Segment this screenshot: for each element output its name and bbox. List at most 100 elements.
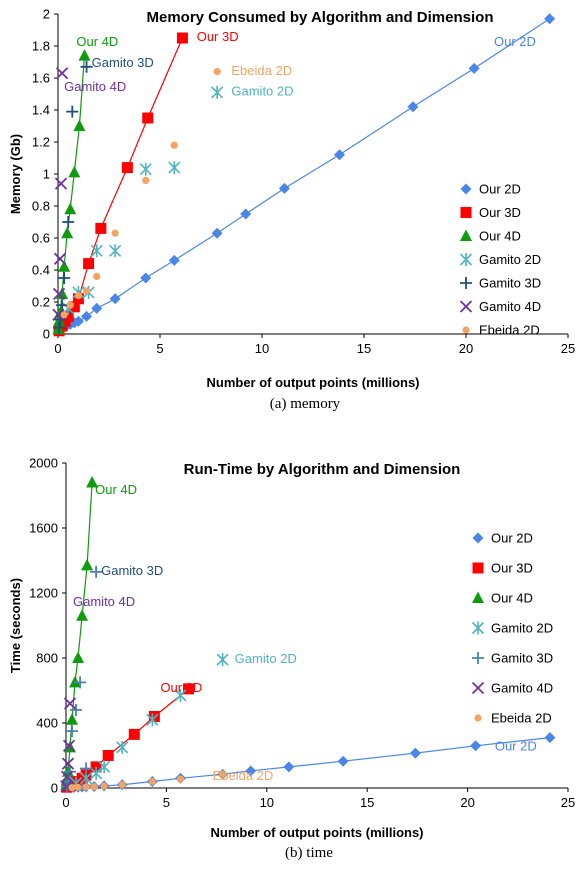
legend-label: Our 2D bbox=[491, 531, 533, 546]
data-point bbox=[66, 105, 79, 118]
data-point bbox=[128, 728, 140, 740]
y-tick-label: 1.2 bbox=[32, 135, 50, 150]
x-tick-label: 10 bbox=[260, 795, 274, 810]
data-point bbox=[468, 62, 480, 74]
data-point bbox=[102, 750, 114, 761]
data-point bbox=[95, 222, 107, 234]
data-point bbox=[60, 770, 74, 783]
series-ebeida-2d bbox=[68, 770, 227, 792]
annotation-label: Our 4D bbox=[95, 482, 137, 497]
data-point bbox=[140, 272, 152, 284]
y-tick-label: 0 bbox=[43, 327, 50, 342]
data-point bbox=[61, 226, 74, 239]
y-tick-label: 0.8 bbox=[32, 199, 50, 214]
legend-item: Our 2D bbox=[460, 182, 521, 197]
annotation-label: Our 4D bbox=[76, 34, 118, 49]
data-point bbox=[146, 713, 159, 727]
legend-marker bbox=[460, 207, 472, 218]
annotation-label: Gamito 3D bbox=[101, 563, 163, 578]
x-tick-label: 25 bbox=[561, 341, 575, 356]
series-our-4d bbox=[52, 49, 91, 335]
data-point bbox=[148, 711, 160, 722]
y-tick-label: 800 bbox=[36, 651, 58, 666]
data-point bbox=[63, 697, 77, 710]
y-tick-label: 1600 bbox=[29, 521, 58, 536]
x-axis-title: Number of output points (millions) bbox=[210, 825, 423, 840]
legend-marker bbox=[472, 532, 484, 544]
series-line bbox=[65, 482, 93, 785]
x-tick-label: 20 bbox=[459, 341, 473, 356]
data-point bbox=[121, 162, 133, 174]
data-point bbox=[58, 260, 71, 272]
legend-marker bbox=[474, 714, 482, 722]
data-point bbox=[68, 165, 81, 178]
annotation-label: Gamito 4D bbox=[73, 594, 135, 609]
data-point bbox=[176, 775, 185, 783]
data-point bbox=[90, 244, 103, 258]
data-point bbox=[213, 68, 221, 76]
legend: Our 2D Our 3D Our 4D Gamito 2D Gamito 3D Gami… bbox=[471, 531, 553, 726]
legend-marker bbox=[472, 591, 484, 603]
data-point bbox=[72, 651, 85, 663]
data-point bbox=[66, 713, 79, 725]
data-point bbox=[83, 258, 95, 270]
data-point bbox=[70, 704, 83, 716]
legend-marker bbox=[459, 300, 473, 313]
x-tick-label: 20 bbox=[460, 795, 474, 810]
chart-memory: 00.20.40.60.811.21.41.61.820 5 10 15 20 25Num… bbox=[8, 7, 575, 413]
legend-item: Our 4D bbox=[472, 591, 533, 606]
data-point bbox=[240, 208, 252, 220]
series-our-3d bbox=[61, 683, 194, 793]
legend-marker bbox=[459, 253, 473, 266]
x-tick-label: 25 bbox=[561, 795, 575, 810]
x-tick-label: 0 bbox=[62, 795, 69, 810]
figure-caption: (a) memory bbox=[270, 396, 341, 412]
data-point bbox=[82, 287, 91, 295]
data-point bbox=[61, 757, 75, 770]
legend-item: Our 3D bbox=[472, 561, 533, 576]
data-point bbox=[90, 783, 98, 791]
data-point bbox=[174, 688, 187, 702]
data-point bbox=[81, 558, 94, 571]
legend-item: Gamito 3D bbox=[472, 651, 553, 666]
series-gamito-4d bbox=[52, 67, 69, 321]
legend-item: Gamito 3D bbox=[460, 276, 541, 291]
data-point bbox=[68, 784, 76, 792]
data-point bbox=[74, 292, 82, 300]
data-point bbox=[68, 301, 80, 313]
data-point bbox=[55, 67, 69, 80]
series-ebeida-2d bbox=[60, 68, 221, 319]
data-point bbox=[90, 766, 103, 780]
y-tick-label: 1.4 bbox=[32, 103, 50, 118]
y-tick-label: 2 bbox=[43, 7, 50, 22]
data-point bbox=[72, 315, 84, 327]
data-point bbox=[337, 755, 349, 767]
series-gamito-3d bbox=[53, 60, 93, 334]
chart-title: Run-Time by Algorithm and Dimension bbox=[184, 461, 461, 478]
legend-label: Our 3D bbox=[491, 561, 533, 576]
annotation-label: Our 3D bbox=[160, 680, 202, 695]
legend-item: Gamito 4D bbox=[459, 299, 541, 314]
data-point bbox=[544, 732, 556, 744]
series-our-2d bbox=[61, 732, 556, 794]
legend-label: Our 3D bbox=[479, 205, 521, 220]
data-point bbox=[54, 177, 68, 190]
y-tick-label: 1.6 bbox=[32, 71, 50, 86]
y-axis-title: Time (seconds) bbox=[8, 578, 23, 673]
legend-label: Our 4D bbox=[479, 229, 521, 244]
annotation-label: Ebeida 2D bbox=[231, 63, 292, 78]
data-point bbox=[62, 739, 76, 752]
legend-label: Our 4D bbox=[491, 591, 533, 606]
legend-marker bbox=[472, 562, 484, 574]
data-point bbox=[52, 287, 66, 301]
x-axis-title: Number of output points (millions) bbox=[206, 375, 419, 390]
x-tick-label: 15 bbox=[357, 341, 371, 356]
annotation-label: Gamito 4D bbox=[64, 79, 126, 94]
data-point bbox=[544, 13, 556, 25]
annotation-label: Ebeida 2D bbox=[213, 768, 274, 783]
legend-marker bbox=[460, 229, 472, 241]
data-point bbox=[56, 299, 69, 312]
data-point bbox=[109, 293, 121, 305]
data-point bbox=[62, 310, 74, 322]
